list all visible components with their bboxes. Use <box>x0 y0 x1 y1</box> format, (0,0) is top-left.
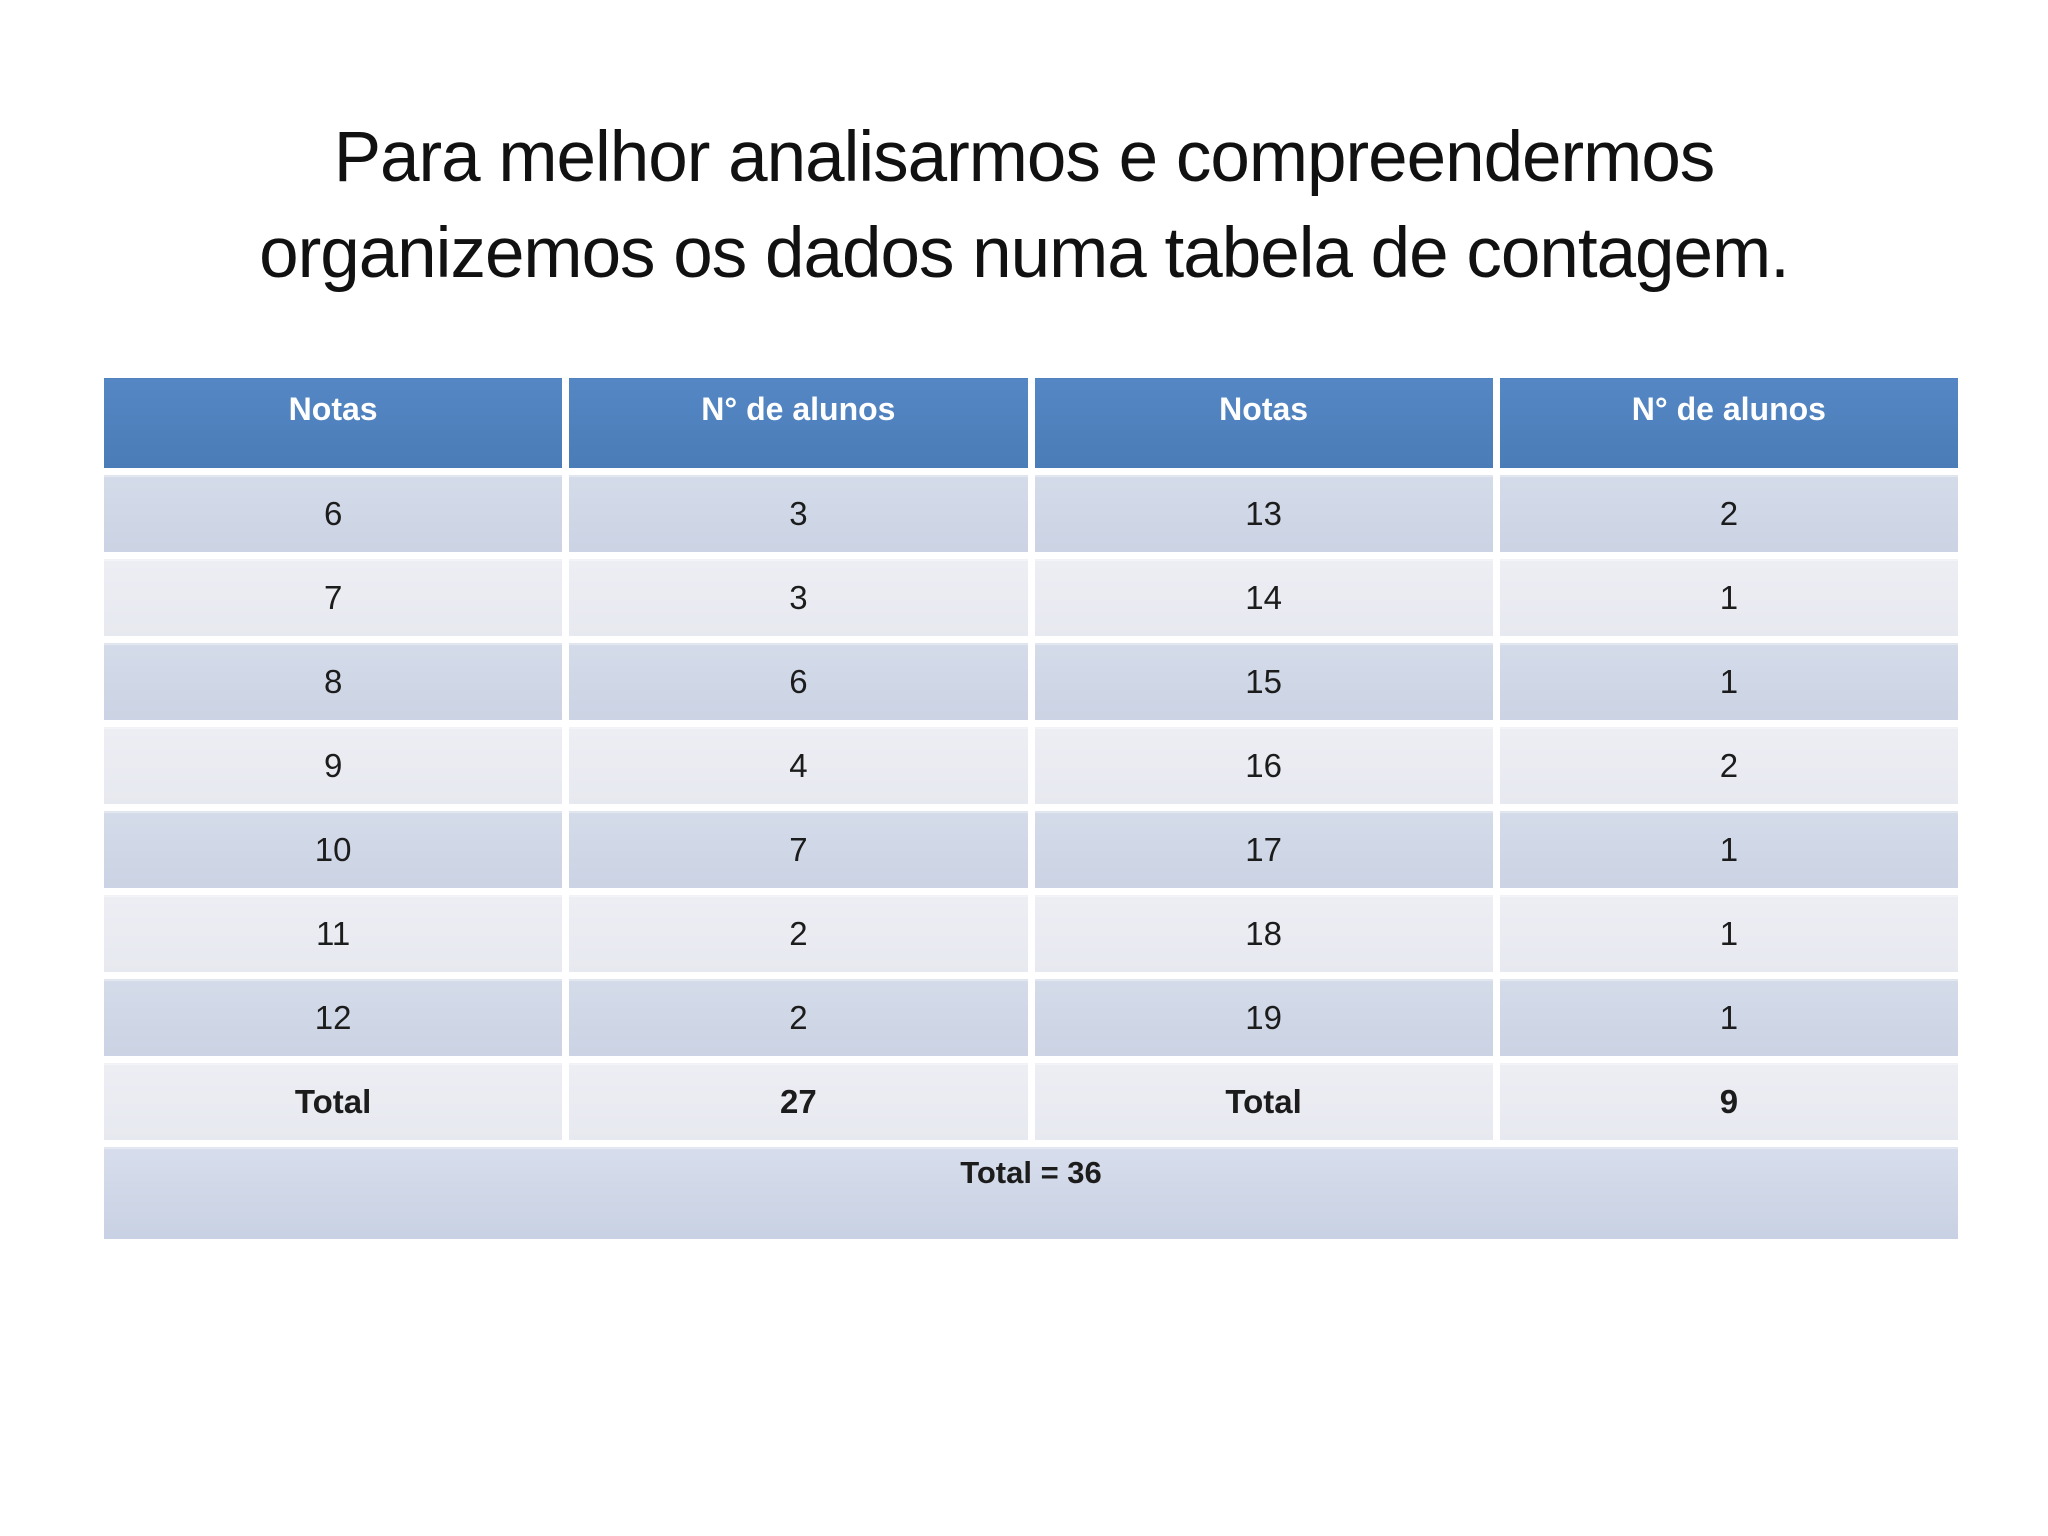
table-cell: 4 <box>562 720 1035 811</box>
column-header-alunos-left: N° de alunos <box>562 371 1035 475</box>
table-cell: 14 <box>1027 552 1500 643</box>
table-cell: 1 <box>1492 888 1966 979</box>
table-cell: 17 <box>1027 804 1500 895</box>
table-row: 9 4 16 2 <box>96 720 1966 811</box>
slide-title-line-2: organizemos os dados numa tabela de cont… <box>259 214 1790 294</box>
table-cell: 11 <box>96 888 570 979</box>
table-cell: 6 <box>96 468 570 559</box>
total-row: Total 27 Total 9 <box>96 1056 1966 1147</box>
table-row: 8 6 15 1 <box>96 636 1966 727</box>
slide-title-line-1: Para melhor analisarmos e compreendermos <box>333 117 1716 197</box>
table-cell: 10 <box>96 804 570 895</box>
total-value-right: 9 <box>1492 1056 1966 1147</box>
table-row: 11 2 18 1 <box>96 888 1966 979</box>
column-header-notas-left: Notas <box>96 371 570 475</box>
table-cell: 19 <box>1027 972 1500 1063</box>
count-table: Notas N° de alunos Notas N° de alunos 6 … <box>96 371 1966 1246</box>
header-row: Notas N° de alunos Notas N° de alunos <box>96 371 1966 475</box>
table-cell: 1 <box>1492 972 1966 1063</box>
table-row: 10 7 17 1 <box>96 804 1966 895</box>
table-row: 12 2 19 1 <box>96 972 1966 1063</box>
total-label-left: Total <box>96 1056 570 1147</box>
column-header-notas-right: Notas <box>1027 371 1500 475</box>
table-row: 6 3 13 2 <box>96 468 1966 559</box>
table-cell: 2 <box>1492 468 1966 559</box>
table-cell: 7 <box>96 552 570 643</box>
table-cell: 2 <box>562 972 1035 1063</box>
table-cell: 1 <box>1492 636 1966 727</box>
table-cell: 9 <box>96 720 570 811</box>
table-cell: 12 <box>96 972 570 1063</box>
table-cell: 3 <box>562 468 1035 559</box>
table-cell: 16 <box>1027 720 1500 811</box>
slide-title: Para melhor analisarmos e compreendermos… <box>40 110 2008 303</box>
table-cell: 13 <box>1027 468 1500 559</box>
table-cell: 6 <box>562 636 1035 727</box>
table-cell: 1 <box>1492 552 1966 643</box>
grand-total-cell: Total = 36 <box>97 1140 1965 1246</box>
count-table-container: Notas N° de alunos Notas N° de alunos 6 … <box>96 371 1966 1246</box>
table-cell: 18 <box>1027 888 1500 979</box>
total-label-right: Total <box>1027 1056 1500 1147</box>
table-cell: 7 <box>562 804 1035 895</box>
table-cell: 1 <box>1492 804 1966 895</box>
table-row: 7 3 14 1 <box>96 552 1966 643</box>
table-cell: 8 <box>96 636 570 727</box>
table-cell: 2 <box>1492 720 1966 811</box>
table-cell: 3 <box>562 552 1035 643</box>
grand-total-row: Total = 36 <box>97 1140 1965 1246</box>
total-value-left: 27 <box>562 1056 1035 1147</box>
column-header-alunos-right: N° de alunos <box>1492 371 1966 475</box>
table-cell: 15 <box>1027 636 1500 727</box>
table-cell: 2 <box>562 888 1035 979</box>
